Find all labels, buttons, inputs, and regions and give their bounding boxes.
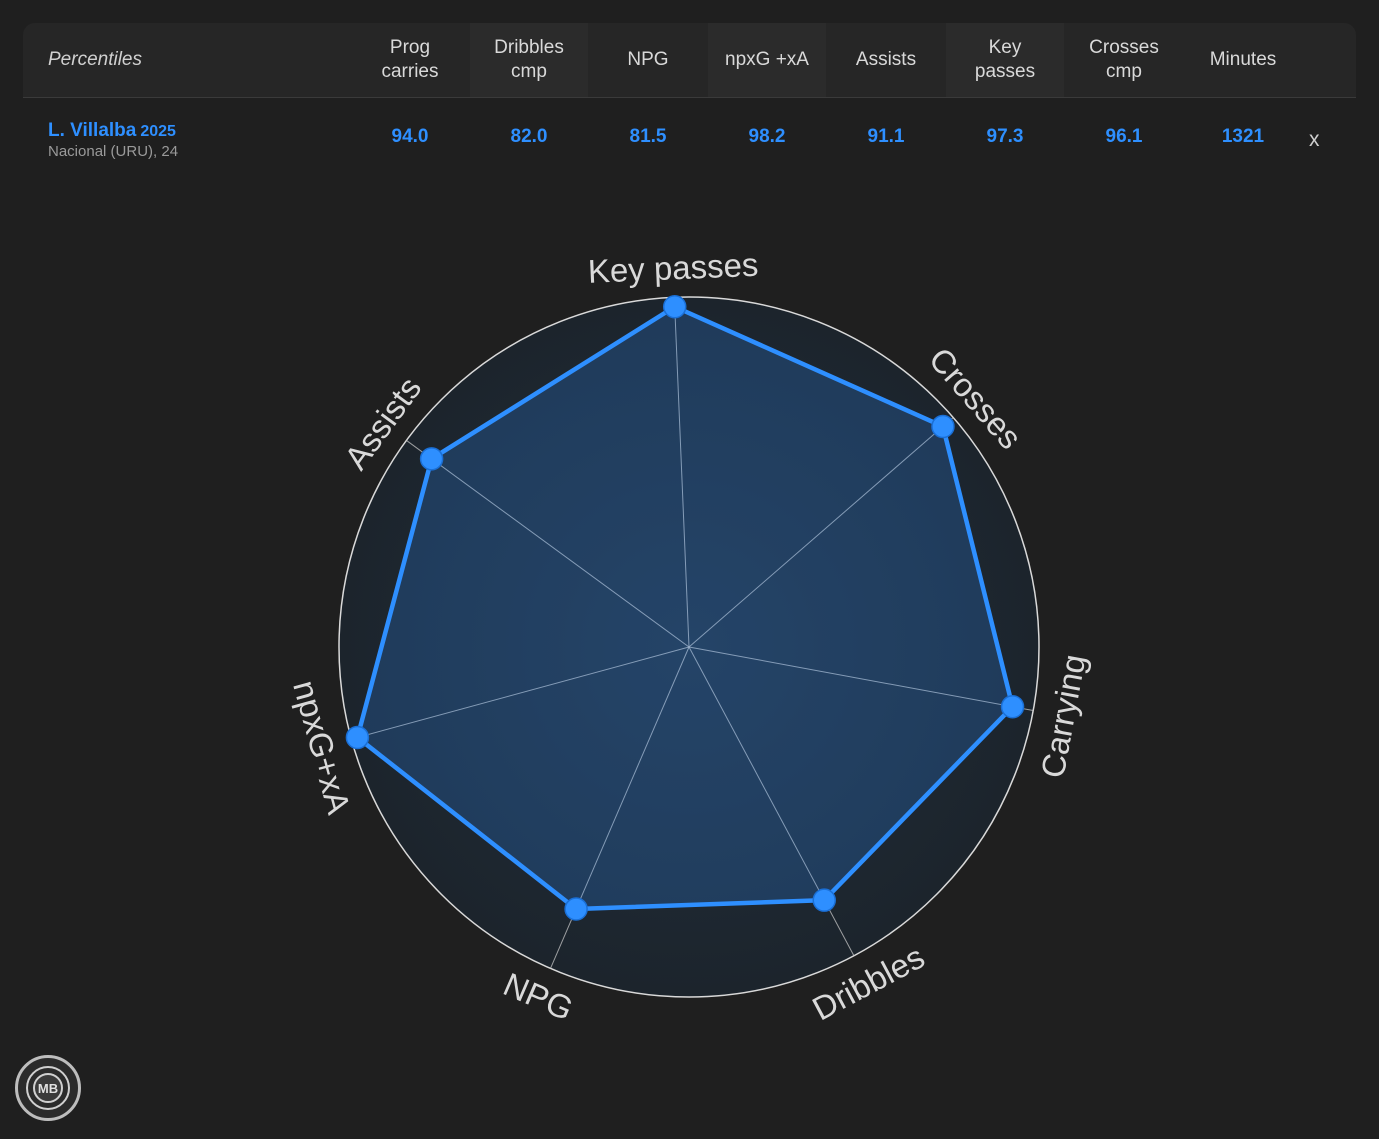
radar-axis-label: Key passes	[587, 246, 759, 290]
radar-spoke	[673, 297, 690, 648]
value-prog-carries: 94.0	[391, 126, 429, 147]
value-npxg-xa: 98.2	[748, 126, 786, 147]
column-header-minutes[interactable]: Minutes	[1209, 49, 1277, 70]
column-header-npg[interactable]: NPG	[627, 49, 669, 70]
radar-spoke	[406, 440, 690, 648]
column-header-key-passes[interactable]: Key passes	[946, 23, 1064, 97]
value-key-passes: 97.3	[986, 126, 1024, 147]
radar-point[interactable]	[662, 294, 687, 319]
value-crosses-cmp: 96.1	[1105, 126, 1143, 147]
radar-series-area	[355, 304, 1015, 912]
radar-spoke	[351, 646, 690, 740]
radar-point[interactable]	[345, 725, 370, 750]
column-header-assists[interactable]: Assists	[855, 49, 917, 70]
radar-spoke	[688, 417, 954, 648]
radar-point[interactable]	[1000, 694, 1025, 719]
radar-point[interactable]	[564, 897, 588, 921]
header-label: Percentiles	[48, 49, 142, 70]
value-dribbles-cmp: 82.0	[510, 126, 548, 147]
value-npg: 81.5	[629, 126, 667, 147]
value-minutes: 1321	[1221, 126, 1265, 147]
mb-logo: MB	[15, 1055, 81, 1121]
player-club: Nacional (URU), 24	[48, 143, 179, 160]
radar-spoke	[688, 646, 1034, 712]
column-header-crosses-cmp[interactable]: Crosses cmp	[1089, 37, 1159, 82]
column-header-prog-carries[interactable]: Prog carries	[381, 37, 439, 82]
logo-emblem-icon: MB	[26, 1066, 70, 1110]
column-header-npxg-xa[interactable]: npxG +xA	[708, 23, 826, 97]
table-header: Percentiles Prog carries Dribbles cmp NP…	[23, 23, 1356, 98]
radar-axis-label: Carrying	[1034, 651, 1093, 780]
remove-player-button[interactable]: x	[1309, 128, 1320, 151]
logo-text: MB	[38, 1081, 58, 1096]
value-assists: 91.1	[867, 126, 905, 147]
table-row: L. Villalba 2025 Nacional (URU), 24 94.0 …	[23, 100, 1356, 170]
radar-point[interactable]	[931, 414, 955, 439]
radar-point[interactable]	[419, 447, 444, 471]
column-header-dribbles-cmp[interactable]: Dribbles cmp	[470, 23, 588, 97]
player-name-link[interactable]: L. Villalba 2025	[48, 120, 176, 141]
radar-point[interactable]	[812, 888, 836, 912]
player-year: 2025	[140, 123, 176, 140]
